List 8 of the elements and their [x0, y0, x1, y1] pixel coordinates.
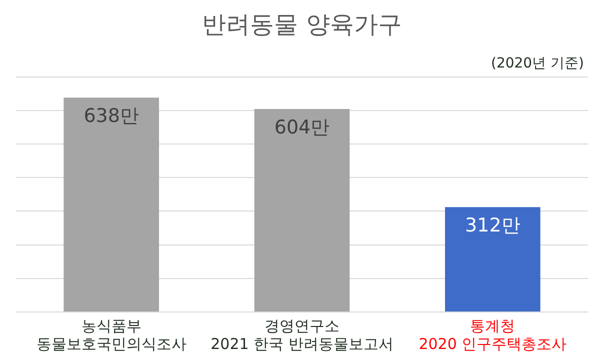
- data-label: 312만: [465, 214, 520, 237]
- x-tick-label: 통계청 2020 인구주택총조사: [418, 316, 567, 353]
- chart-title: 반려동물 양육가구: [202, 10, 402, 39]
- data-label: 604만: [274, 116, 330, 138]
- data-label: 638만: [84, 105, 139, 128]
- x-tick-label: 농식품부 동물보호국민의식조사: [36, 316, 186, 353]
- text: (2020년 기준): [490, 55, 584, 72]
- x-tick-label: 경영연구소 2021 한국 반려동물보고서: [210, 316, 394, 353]
